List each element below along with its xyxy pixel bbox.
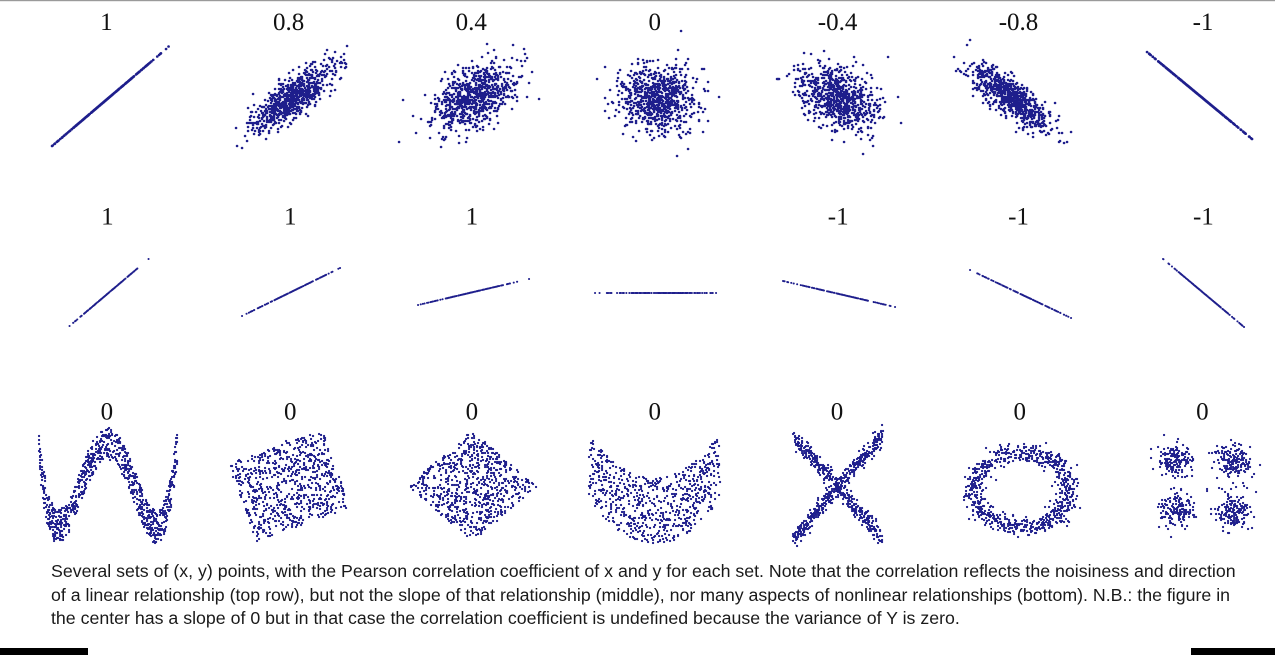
- svg-text:-0.4: -0.4: [818, 9, 858, 36]
- svg-text:1: 1: [466, 203, 479, 230]
- svg-text:0: 0: [101, 399, 114, 426]
- svg-text:-1: -1: [828, 203, 849, 230]
- svg-text:-1: -1: [1008, 203, 1029, 230]
- svg-text:0: 0: [649, 9, 662, 36]
- svg-text:0: 0: [1196, 399, 1209, 426]
- svg-text:-1: -1: [1193, 9, 1214, 36]
- svg-text:1: 1: [284, 203, 297, 230]
- svg-text:0: 0: [831, 399, 844, 426]
- svg-text:0: 0: [649, 399, 662, 426]
- svg-text:1: 1: [101, 203, 114, 230]
- svg-text:0: 0: [284, 399, 297, 426]
- svg-text:-0.8: -0.8: [999, 9, 1039, 36]
- svg-text:0: 0: [466, 399, 479, 426]
- svg-text:1: 1: [100, 9, 113, 36]
- svg-text:0.8: 0.8: [273, 9, 304, 36]
- svg-text:0: 0: [1014, 399, 1027, 426]
- svg-text:0.4: 0.4: [456, 9, 488, 36]
- svg-text:-1: -1: [1193, 203, 1214, 230]
